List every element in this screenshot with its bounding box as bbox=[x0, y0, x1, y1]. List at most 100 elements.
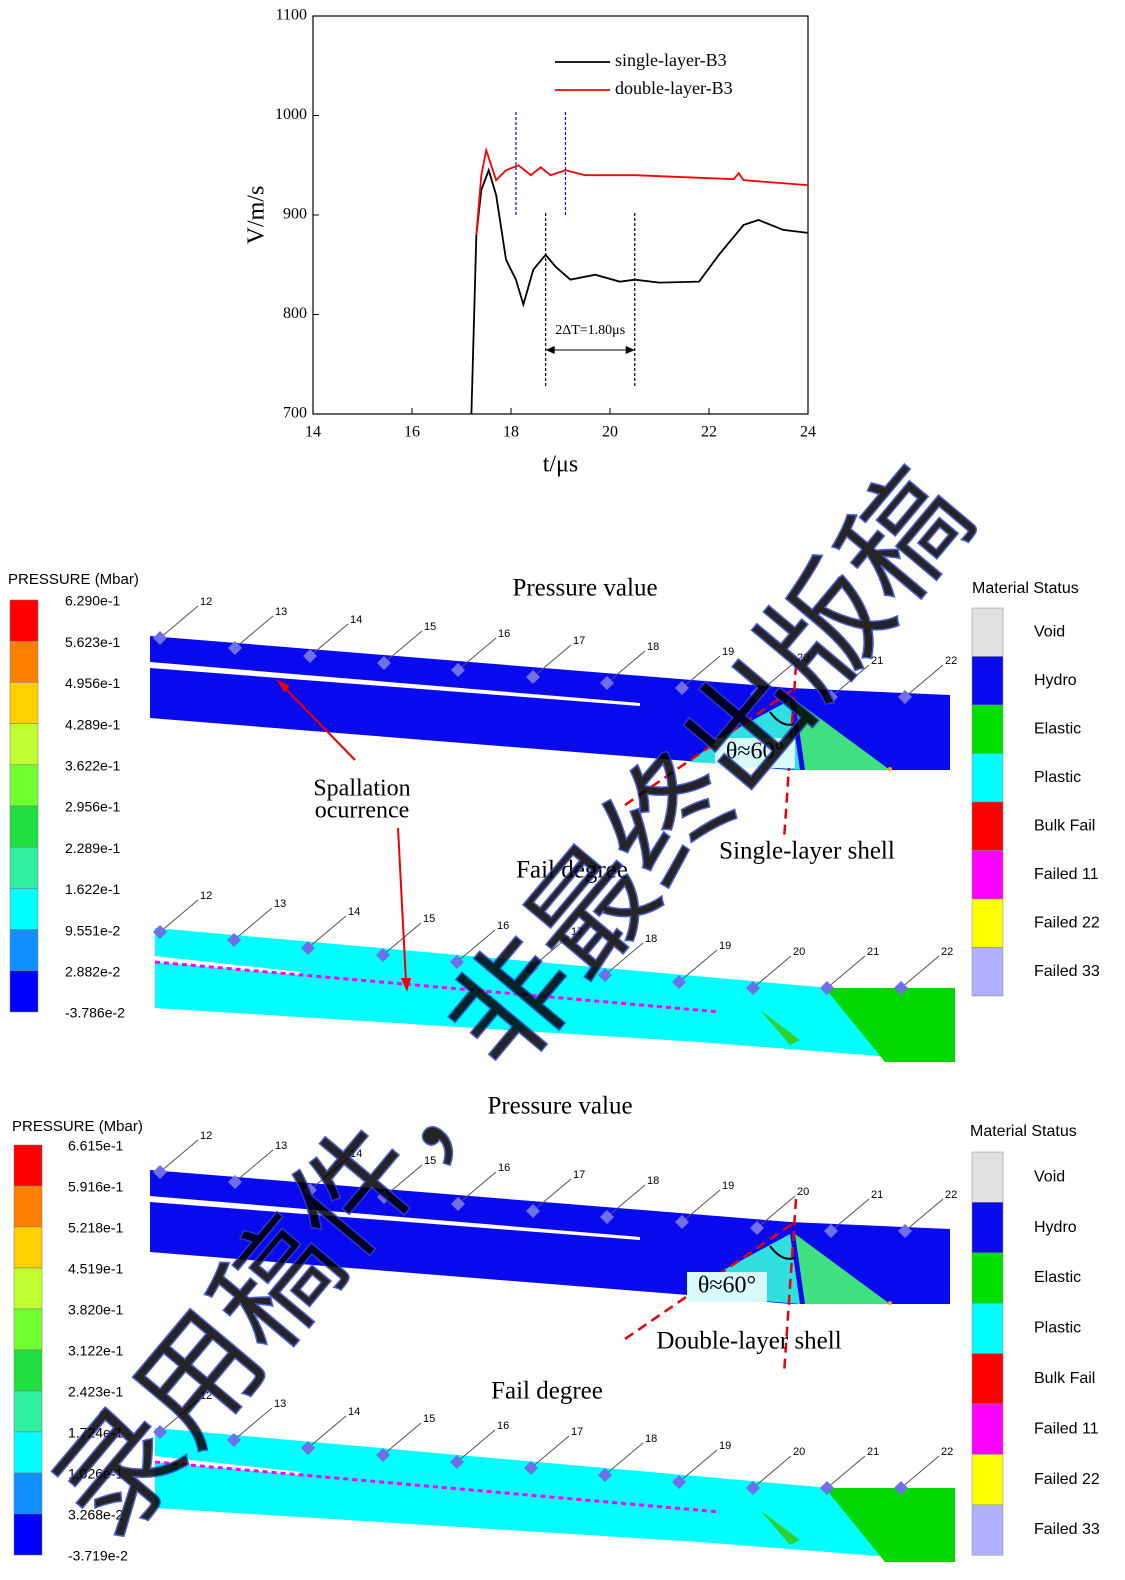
pressure-legend-label: 4.956e-1 bbox=[65, 675, 120, 691]
node-label: 22 bbox=[941, 946, 953, 958]
material-swatch bbox=[972, 608, 1003, 657]
pressure-legend-title: PRESSURE (Mbar) bbox=[12, 1118, 143, 1135]
series-line bbox=[476, 150, 808, 235]
material-legend-label: Bulk Fail bbox=[1034, 817, 1095, 834]
pressure-legend-title: PRESSURE (Mbar) bbox=[8, 571, 139, 588]
material-legend-label: Elastic bbox=[1034, 720, 1081, 737]
node-label: 18 bbox=[647, 641, 659, 653]
material-swatch bbox=[972, 1253, 1003, 1303]
material-swatch bbox=[972, 1152, 1003, 1202]
material-swatch bbox=[972, 1404, 1003, 1454]
material-legend-label: Plastic bbox=[1034, 1320, 1081, 1337]
material-swatch bbox=[972, 851, 1003, 900]
node-label: 14 bbox=[348, 1406, 360, 1418]
node-label: 15 bbox=[424, 621, 436, 633]
node-label: 20 bbox=[793, 946, 805, 958]
pressure-swatch bbox=[10, 724, 38, 765]
pressure-swatch bbox=[10, 847, 38, 888]
pressure-swatch bbox=[10, 930, 38, 971]
node-label: 19 bbox=[719, 1440, 731, 1452]
pressure-legend-label: 6.290e-1 bbox=[65, 593, 120, 609]
shell-label: Double-layer shell bbox=[656, 1328, 841, 1355]
material-legend-label: Hydro bbox=[1034, 1219, 1077, 1236]
pressure-swatch bbox=[10, 682, 38, 723]
pressure-swatch bbox=[10, 971, 38, 1012]
material-swatch bbox=[972, 657, 1003, 706]
node-label: 19 bbox=[722, 1180, 734, 1192]
pressure-legend-label: 3.820e-1 bbox=[68, 1302, 123, 1318]
y-tick-label: 1000 bbox=[275, 106, 307, 123]
pressure-legend-label: 9.551e-2 bbox=[65, 922, 120, 938]
material-swatch bbox=[972, 705, 1003, 754]
material-swatch bbox=[972, 802, 1003, 851]
pressure-legend-label: -3.786e-2 bbox=[65, 1005, 125, 1021]
legend-label: single-layer-B3 bbox=[615, 50, 727, 70]
dt-head bbox=[626, 346, 635, 354]
node-label: 19 bbox=[719, 940, 731, 952]
pressure-swatch bbox=[10, 600, 38, 641]
pressure-legend-label: 5.218e-1 bbox=[68, 1220, 123, 1236]
material-swatch bbox=[972, 948, 1003, 997]
y-tick-label: 900 bbox=[283, 206, 307, 223]
node-label: 14 bbox=[350, 614, 362, 626]
pressure-swatch bbox=[14, 1514, 42, 1555]
node-leader bbox=[160, 900, 198, 932]
fail-title: Fail degree bbox=[491, 1378, 603, 1405]
material-swatch bbox=[972, 1354, 1003, 1404]
pressure-legend-label: 5.623e-1 bbox=[65, 634, 120, 650]
node-label: 15 bbox=[423, 913, 435, 925]
pressure-legend-label: 2.956e-1 bbox=[65, 799, 120, 815]
pressure-legend-label: 2.882e-2 bbox=[65, 964, 120, 980]
tip bbox=[888, 767, 892, 771]
node-label: 20 bbox=[793, 1446, 805, 1458]
material-legend-label: Failed 33 bbox=[1034, 963, 1100, 980]
node-label: 17 bbox=[571, 1426, 583, 1438]
node-label: 14 bbox=[348, 906, 360, 918]
y-tick-label: 800 bbox=[283, 305, 307, 322]
legend-label: double-layer-B3 bbox=[615, 78, 733, 98]
material-legend-label: Failed 33 bbox=[1034, 1521, 1100, 1538]
node-label: 13 bbox=[275, 606, 287, 618]
tip bbox=[888, 1301, 892, 1305]
pressure-legend-label: 6.615e-1 bbox=[68, 1138, 123, 1154]
series-line bbox=[471, 170, 808, 414]
node-label: 16 bbox=[498, 1162, 510, 1174]
material-legend-label: Failed 11 bbox=[1034, 1420, 1099, 1437]
shell-label: Single-layer shell bbox=[719, 838, 895, 865]
node-leader bbox=[235, 1150, 273, 1182]
x-tick-label: 18 bbox=[503, 424, 519, 441]
node-label: 12 bbox=[200, 596, 212, 608]
material-swatch bbox=[972, 754, 1003, 803]
node-label: 21 bbox=[867, 946, 879, 958]
material-legend-label: Bulk Fail bbox=[1034, 1370, 1095, 1387]
material-legend-label: Failed 11 bbox=[1034, 866, 1099, 883]
node-label: 21 bbox=[867, 1446, 879, 1458]
pressure-legend-label: 3.622e-1 bbox=[65, 758, 120, 774]
material-legend-label: Hydro bbox=[1034, 672, 1077, 689]
pressure-swatch bbox=[10, 806, 38, 847]
node-leader bbox=[827, 1456, 865, 1488]
pressure-swatch bbox=[14, 1350, 42, 1391]
pressure-swatch bbox=[10, 765, 38, 806]
y-axis-label: V/m/s bbox=[244, 186, 270, 245]
dt-head bbox=[546, 346, 555, 354]
node-leader bbox=[160, 1140, 198, 1172]
node-label: 17 bbox=[573, 635, 585, 647]
material-legend-label: Void bbox=[1034, 1168, 1065, 1185]
pressure-swatch bbox=[10, 888, 38, 929]
x-tick-label: 22 bbox=[701, 424, 717, 441]
material-swatch bbox=[972, 1303, 1003, 1353]
node-label: 22 bbox=[945, 655, 957, 667]
plot-frame bbox=[313, 16, 808, 414]
node-leader bbox=[160, 606, 198, 638]
x-tick-label: 20 bbox=[602, 424, 618, 441]
node-label: 12 bbox=[200, 890, 212, 902]
material-legend-label: Plastic bbox=[1034, 769, 1081, 786]
pressure-swatch bbox=[14, 1145, 42, 1186]
y-tick-label: 1100 bbox=[276, 7, 307, 24]
material-legend-label: Failed 22 bbox=[1034, 1471, 1100, 1488]
pressure-swatch bbox=[14, 1309, 42, 1350]
node-leader bbox=[308, 916, 346, 948]
node-label: 18 bbox=[647, 1175, 659, 1187]
node-label: 18 bbox=[645, 1433, 657, 1445]
